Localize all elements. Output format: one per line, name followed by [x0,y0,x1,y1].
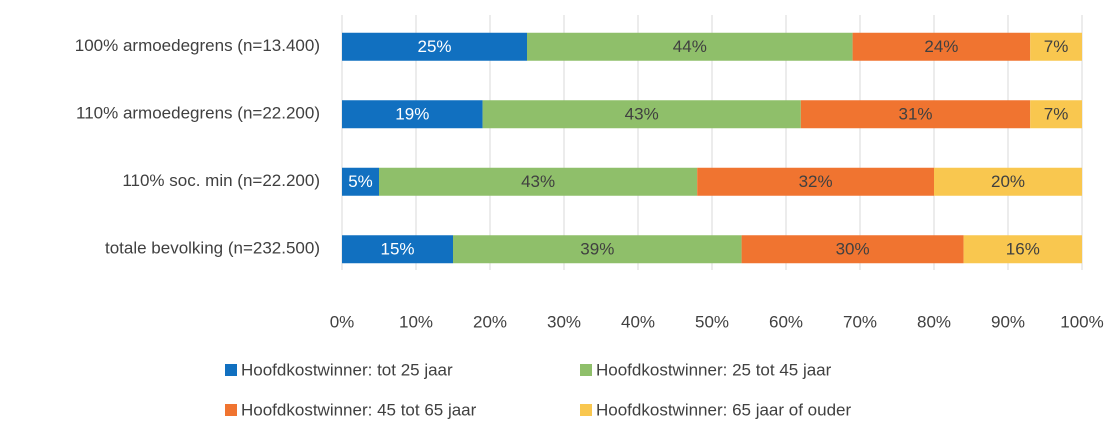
y-tick-label: 110% soc. min (n=22.200) [122,171,320,190]
x-tick-label: 30% [547,312,581,331]
y-tick-label: totale bevolking (n=232.500) [105,239,320,258]
data-label: 31% [898,105,932,124]
bar-segment [342,100,483,129]
bar-segment [379,167,698,196]
legend-swatch [225,364,237,376]
bar-segment [527,32,853,61]
bar-segment [482,100,801,129]
data-label: 19% [395,105,429,124]
legend-label: Hoofdkostwinner: tot 25 jaar [241,360,453,379]
x-tick-label: 40% [621,312,655,331]
data-label: 44% [673,37,707,56]
x-tick-label: 60% [769,312,803,331]
data-label: 30% [836,240,870,259]
legend-label: Hoofdkostwinner: 25 tot 45 jaar [596,360,832,379]
data-label: 39% [580,240,614,259]
data-label: 43% [625,105,659,124]
legend-label: Hoofdkostwinner: 45 tot 65 jaar [241,400,477,419]
bar-segment [934,167,1082,196]
legend-label: Hoofdkostwinner: 65 jaar of ouder [596,400,851,419]
legend-swatch [580,404,592,416]
data-label: 5% [348,172,373,191]
data-label: 16% [1006,240,1040,259]
x-tick-label: 90% [991,312,1025,331]
bar-segment [800,100,1031,129]
legend-swatch [580,364,592,376]
bar-segment [697,167,934,196]
bar-segment [741,235,964,264]
x-tick-label: 20% [473,312,507,331]
data-label: 7% [1044,37,1069,56]
data-label: 7% [1044,105,1069,124]
x-tick-label: 70% [843,312,877,331]
data-label: 32% [799,172,833,191]
data-label: 24% [924,37,958,56]
x-tick-label: 10% [399,312,433,331]
bar-segment [963,235,1082,264]
bar-segment [342,167,379,196]
data-label: 20% [991,172,1025,191]
data-label: 15% [380,240,414,259]
bar-segment [342,235,453,264]
bar-segment [453,235,742,264]
x-tick-label: 50% [695,312,729,331]
bar-segment [1030,32,1082,61]
x-tick-label: 100% [1060,312,1103,331]
x-tick-label: 80% [917,312,951,331]
data-label: 43% [521,172,555,191]
y-tick-label: 110% armoedegrens (n=22.200) [76,104,320,123]
bar-segment [1030,100,1082,129]
x-tick-label: 0% [330,312,355,331]
data-label: 25% [417,37,451,56]
legend-swatch [225,404,237,416]
bar-segment [342,32,527,61]
bar-segment [852,32,1031,61]
y-tick-label: 100% armoedegrens (n=13.400) [75,36,320,55]
